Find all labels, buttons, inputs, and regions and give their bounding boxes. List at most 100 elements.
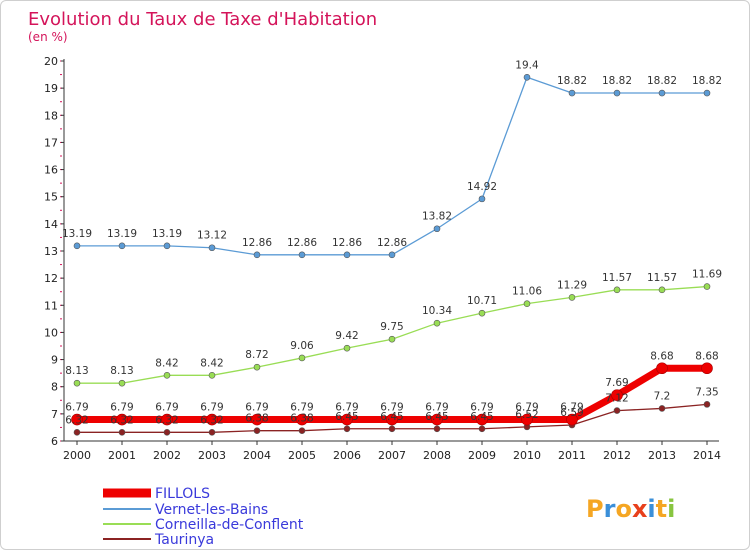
x-tick-label: 2008 [423, 449, 451, 462]
data-label: 6.79 [515, 402, 538, 414]
legend-entry: FILLOLS [155, 486, 210, 502]
data-label: 8.42 [155, 357, 178, 369]
data-point [388, 251, 396, 259]
data-point [73, 429, 81, 436]
data-point [208, 372, 216, 379]
y-tick-label: 15 [44, 191, 58, 204]
data-point [116, 413, 128, 426]
data-label: 6.79 [470, 402, 493, 414]
data-point [118, 429, 126, 436]
data-point [433, 225, 441, 233]
data-label: 7.35 [695, 386, 718, 398]
data-label: 10.71 [467, 295, 497, 307]
data-label: 6.79 [290, 402, 313, 414]
data-label: 10.34 [422, 305, 452, 317]
data-point [703, 89, 711, 97]
y-tick-label: 18 [44, 109, 58, 122]
data-label: 11.06 [512, 286, 542, 298]
data-point [388, 335, 396, 343]
x-tick-label: 2003 [198, 449, 226, 462]
data-point [118, 242, 126, 250]
data-label: 8.13 [110, 365, 133, 377]
data-point [613, 286, 621, 294]
data-point [658, 405, 666, 412]
y-axis-label: (en %) [28, 30, 68, 44]
data-label: 6.79 [245, 402, 268, 414]
y-tick-label: 6 [51, 435, 58, 448]
data-labels: 13.19 13.19 13.19 13.12 12.86 12.86 12.86 12.86… [62, 59, 722, 426]
x-tick-label: 2001 [108, 449, 136, 462]
x-tick-label: 2000 [63, 449, 91, 462]
data-label: 18.82 [602, 75, 632, 87]
data-point [118, 379, 126, 387]
data-label: 6.79 [200, 402, 223, 414]
data-point [251, 413, 263, 426]
x-tick-label: 2007 [378, 449, 406, 462]
data-point [388, 425, 396, 433]
data-label: 18.82 [692, 75, 722, 87]
data-label: 11.57 [647, 272, 677, 284]
y-tick-label: 13 [44, 245, 58, 258]
x-tick-label: 2012 [603, 449, 631, 462]
data-point [343, 425, 351, 433]
data-label: 6.79 [560, 402, 583, 414]
data-label: 6.45 [380, 411, 403, 423]
data-point [71, 413, 83, 426]
data-label: 19.4 [515, 59, 539, 71]
data-label: 7.2 [654, 390, 671, 402]
y-tick-label: 11 [44, 299, 58, 312]
data-label: 9.42 [335, 330, 358, 342]
data-label: 12.86 [377, 237, 407, 249]
data-point [386, 413, 398, 426]
data-label: 13.19 [62, 228, 92, 240]
series-layer [71, 73, 713, 436]
x-tick-label: 2011 [558, 449, 586, 462]
data-point [431, 413, 443, 426]
data-label: 13.19 [107, 228, 137, 240]
x-tick-label: 2009 [468, 449, 496, 462]
data-label: 8.68 [695, 350, 718, 362]
data-point [206, 413, 218, 426]
data-label: 18.82 [557, 75, 587, 87]
legend-entry: Corneilla-de-Conflent [155, 517, 304, 533]
x-tick-label: 2002 [153, 449, 181, 462]
chart-title: Evolution du Taux de Taxe d'Habitation [28, 9, 377, 30]
data-point [523, 300, 531, 307]
data-label: 6.32 [110, 414, 133, 426]
data-label: 11.69 [692, 269, 722, 281]
x-tick-label: 2006 [333, 449, 361, 462]
data-point [613, 407, 621, 414]
data-point [478, 425, 486, 433]
data-point [433, 425, 441, 433]
data-point [478, 309, 486, 317]
x-tick-label: 2013 [648, 449, 676, 462]
legend-entry: Taurinya [154, 532, 214, 548]
data-label: 9.06 [290, 340, 314, 352]
data-point [253, 363, 261, 371]
data-point [703, 283, 711, 290]
plot-area: 6 7 8 9 10 11 12 13 14 15 16 17 18 19 20 2000 2001 2002 20… [44, 55, 721, 462]
data-label: 6.38 [245, 413, 268, 425]
data-point [658, 89, 666, 97]
data-label: 12.86 [287, 237, 317, 249]
data-label: 18.82 [647, 75, 677, 87]
data-label: 7.69 [605, 377, 628, 389]
x-tick-label: 2004 [243, 449, 271, 462]
data-label: 6.45 [335, 411, 358, 423]
proxiti-logo: Proxiti [586, 495, 675, 523]
data-label: 8.13 [65, 365, 88, 377]
data-point [433, 319, 441, 327]
y-tick-label: 14 [44, 218, 58, 231]
y-tick-label: 9 [51, 354, 58, 367]
data-point [611, 389, 623, 401]
data-label: 11.57 [602, 272, 632, 284]
data-label: 14.92 [467, 181, 497, 193]
data-point [253, 251, 261, 259]
data-point [208, 429, 216, 436]
data-point [163, 242, 171, 250]
data-label: 6.45 [425, 411, 448, 423]
data-label: 11.29 [557, 279, 587, 291]
legend: FILLOLSVernet-les-BainsCorneilla-de-Conf… [103, 486, 304, 548]
